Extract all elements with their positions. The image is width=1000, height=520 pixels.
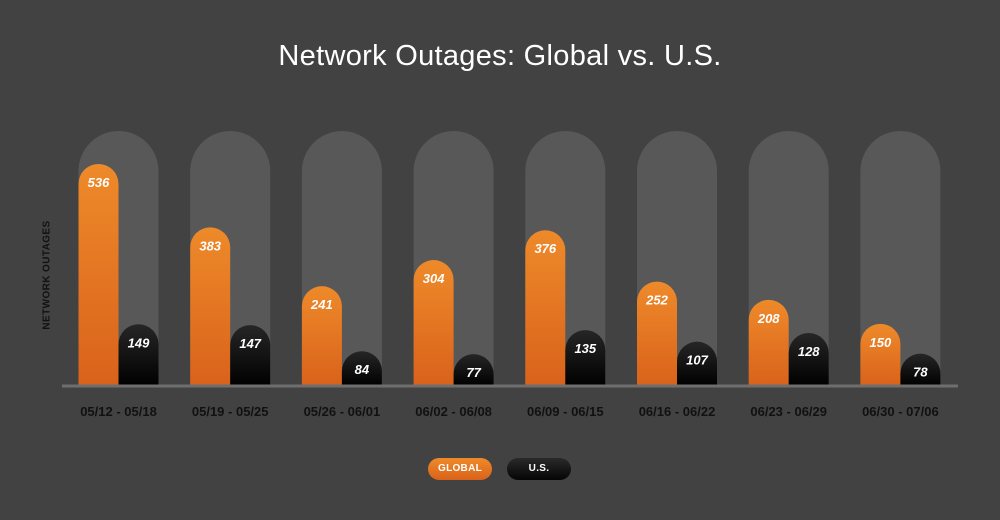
chart-title: Network Outages: Global vs. U.S. — [278, 40, 722, 72]
x-axis-ticks: 05/12 - 05/18 05/19 - 05/25 05/26 - 06/01 0… — [80, 404, 939, 419]
data-label-us-06-02-06-08: 77 — [466, 365, 481, 380]
bar-global-06-16-06-22 — [637, 281, 678, 386]
data-label-us-05-19-05-25: 147 — [239, 336, 261, 351]
data-label-us-05-26-06-01: 84 — [355, 362, 370, 377]
x-tick-label-06-23-06-29: 06/23 - 06/29 — [750, 404, 827, 419]
x-tick-label-06-16-06-22: 06/16 - 06/22 — [639, 404, 716, 419]
bars: 536 149 383 147 241 84 304 77 376 135 252 107 208 128… — [78, 163, 941, 386]
bar-global-06-02-06-08 — [413, 260, 454, 386]
bar-global-05-12-05-18 — [78, 163, 119, 386]
data-label-global-05-19-05-25: 383 — [199, 238, 221, 253]
x-tick-label-06-30-07-06: 06/30 - 07/06 — [862, 404, 939, 419]
data-label-global-06-09-06-15: 376 — [534, 241, 556, 256]
x-tick-label-05-19-05-25: 05/19 - 05/25 — [192, 404, 269, 419]
data-label-global-06-30-07-06: 150 — [870, 335, 892, 350]
data-label-us-06-30-07-06: 78 — [913, 365, 928, 380]
x-tick-label-05-12-05-18: 05/12 - 05/18 — [80, 404, 157, 419]
bar-us-05-26-06-01 — [341, 351, 382, 386]
bar-us-06-23-06-29 — [788, 332, 829, 386]
bar-global-06-30-07-06 — [860, 323, 901, 386]
track-06-30-07-06 — [860, 131, 941, 386]
bar-us-05-19-05-25 — [230, 325, 271, 386]
data-label-global-06-16-06-22: 252 — [645, 293, 668, 308]
x-tick-label-06-09-06-15: 06/09 - 06/15 — [527, 404, 604, 419]
bar-global-05-19-05-25 — [190, 227, 231, 386]
bar-global-06-09-06-15 — [525, 230, 566, 386]
bar-us-06-30-07-06 — [900, 353, 941, 386]
legend-item-global: GLOBAL — [428, 458, 492, 480]
data-label-us-06-16-06-22: 107 — [686, 353, 708, 368]
legend-item-us: U.S. — [507, 458, 571, 480]
bar-us-06-16-06-22 — [677, 341, 717, 386]
x-tick-label-05-26-06-01: 05/26 - 06/01 — [304, 404, 381, 419]
bar-global-06-23-06-29 — [748, 299, 789, 386]
data-label-global-05-12-05-18: 536 — [88, 175, 110, 190]
data-label-us-05-12-05-18: 149 — [128, 335, 150, 350]
bar-us-05-12-05-18 — [118, 324, 159, 386]
bar-us-06-02-06-08 — [453, 354, 494, 386]
data-label-global-05-26-06-01: 241 — [310, 297, 333, 312]
bar-global-05-26-06-01 — [301, 286, 342, 386]
x-tick-label-06-02-06-08: 06/02 - 06/08 — [415, 404, 492, 419]
data-label-global-06-02-06-08: 304 — [423, 271, 445, 286]
data-label-global-06-23-06-29: 208 — [757, 311, 780, 326]
bar-us-06-09-06-15 — [565, 330, 606, 386]
data-label-us-06-23-06-29: 128 — [798, 344, 820, 359]
data-label-us-06-09-06-15: 135 — [574, 341, 596, 356]
